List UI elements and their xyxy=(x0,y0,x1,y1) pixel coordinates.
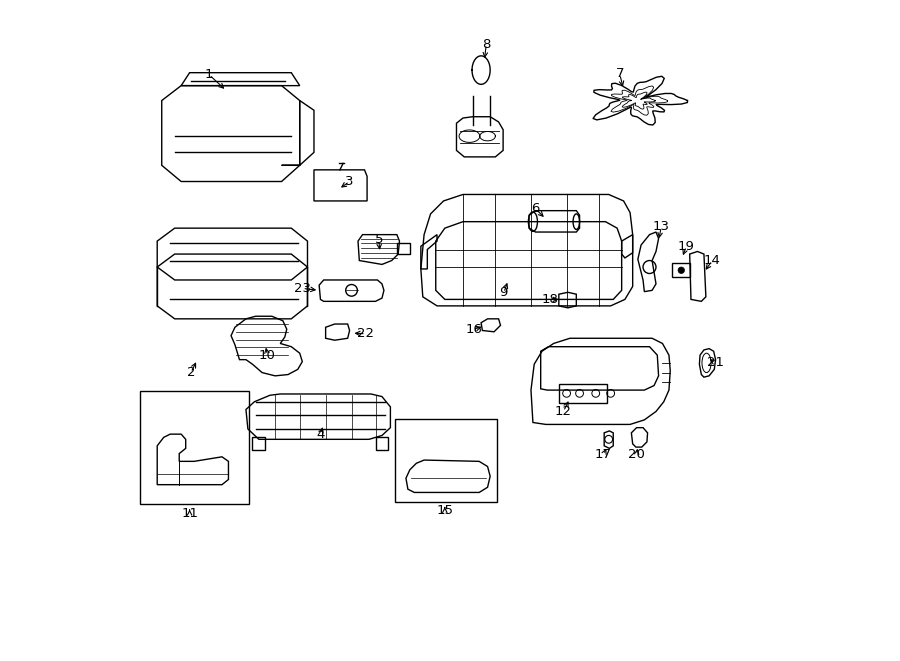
Text: 23: 23 xyxy=(293,282,310,295)
Text: 5: 5 xyxy=(374,233,383,247)
Text: 21: 21 xyxy=(707,356,724,369)
Bar xyxy=(140,391,249,504)
Text: 7: 7 xyxy=(616,67,624,81)
Text: 14: 14 xyxy=(704,254,721,267)
Text: 12: 12 xyxy=(555,405,572,418)
Text: 17: 17 xyxy=(595,448,612,461)
Bar xyxy=(395,419,498,502)
Bar xyxy=(559,383,608,403)
Text: 13: 13 xyxy=(652,220,670,233)
Circle shape xyxy=(678,267,685,274)
Text: 8: 8 xyxy=(482,38,491,51)
Text: 9: 9 xyxy=(500,286,508,299)
Text: 1: 1 xyxy=(205,68,213,81)
Text: 3: 3 xyxy=(346,175,354,188)
Text: 20: 20 xyxy=(628,448,645,461)
Text: 2: 2 xyxy=(186,366,195,379)
Text: 22: 22 xyxy=(357,327,374,340)
Text: 4: 4 xyxy=(316,428,325,441)
Text: 10: 10 xyxy=(259,348,275,362)
Text: 19: 19 xyxy=(678,240,695,253)
Text: 6: 6 xyxy=(531,202,540,215)
Text: 11: 11 xyxy=(181,507,198,520)
Text: 18: 18 xyxy=(542,293,559,306)
Text: 15: 15 xyxy=(436,504,454,517)
Bar xyxy=(672,263,690,278)
Text: 16: 16 xyxy=(465,323,482,336)
